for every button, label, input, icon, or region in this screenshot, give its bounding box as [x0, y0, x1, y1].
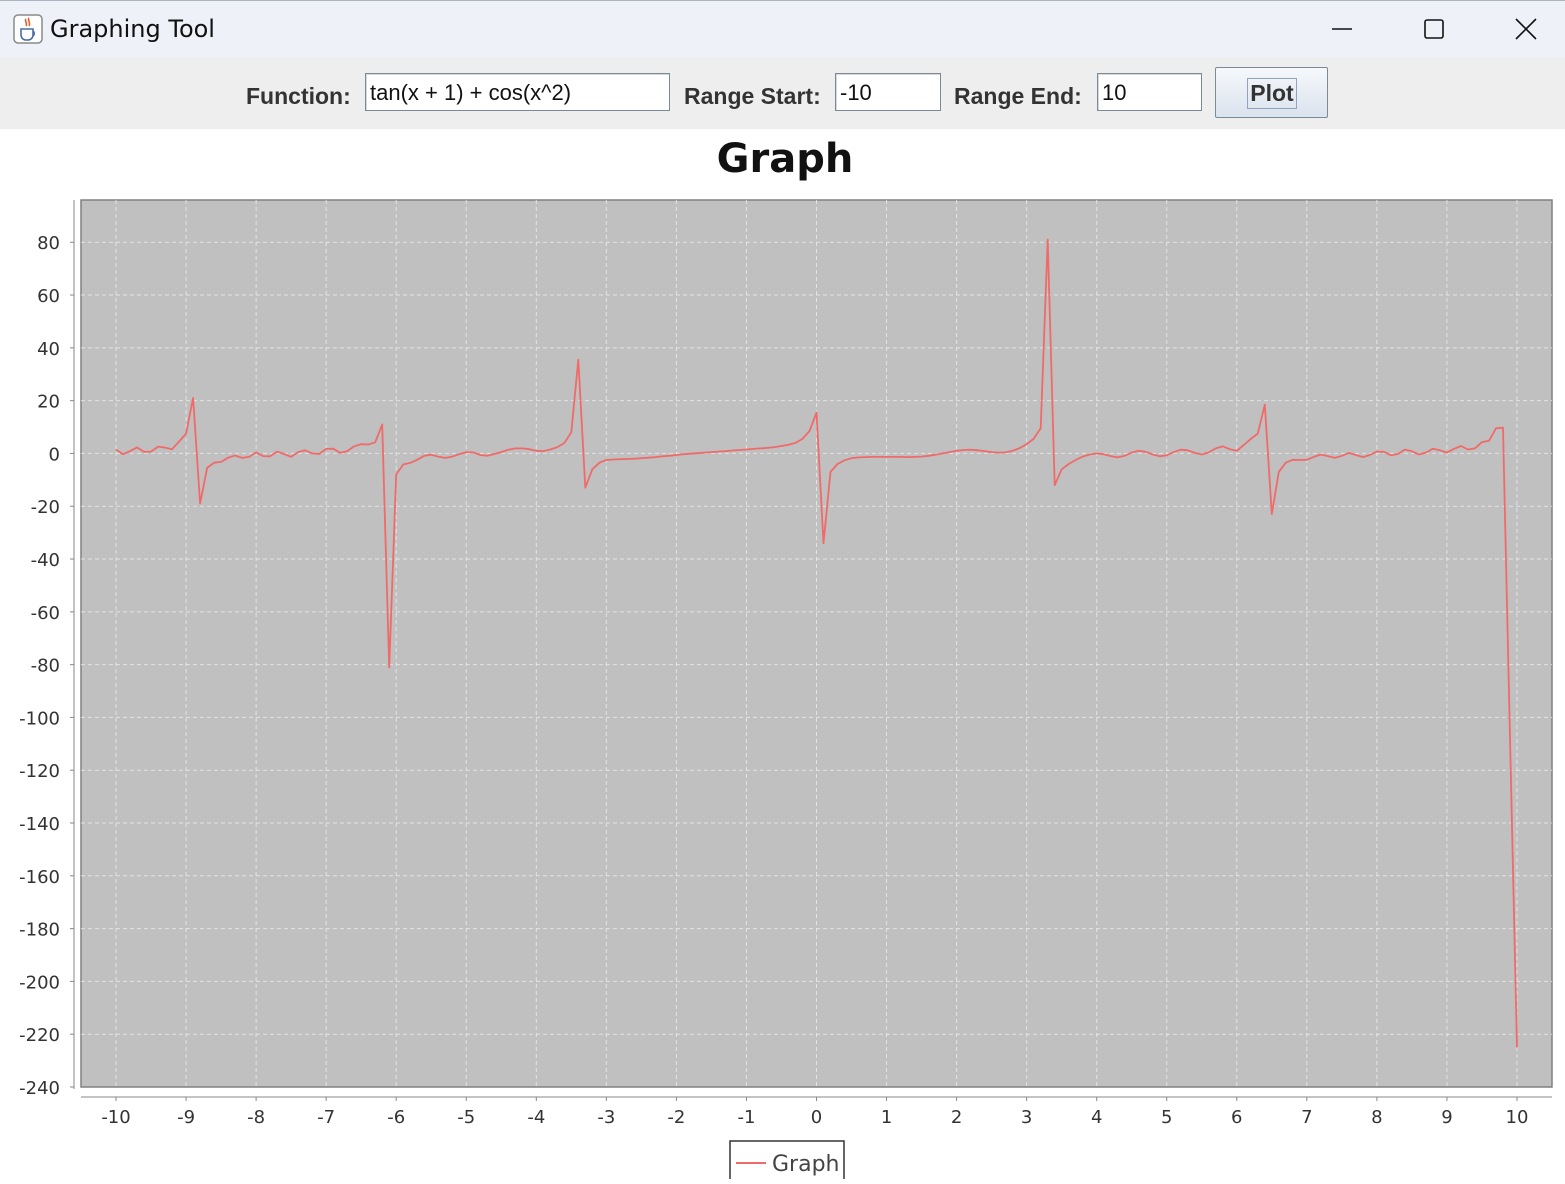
y-tick-label: 20 — [37, 392, 60, 413]
x-tick-label: 10 — [1506, 1107, 1529, 1128]
window-title: Graphing Tool — [50, 15, 215, 43]
x-tick-label: 6 — [1231, 1107, 1242, 1128]
chart-title: Graph — [717, 136, 854, 182]
y-tick-label: -140 — [19, 814, 60, 835]
x-tick-label: -7 — [317, 1107, 335, 1128]
x-tick-label: -5 — [457, 1107, 475, 1128]
y-tick-label: -20 — [31, 497, 60, 518]
x-tick-label: 8 — [1371, 1107, 1382, 1128]
x-tick-label: -1 — [737, 1107, 755, 1128]
minimize-button[interactable] — [1296, 1, 1388, 58]
x-tick-label: -6 — [387, 1107, 405, 1128]
x-tick-label: -2 — [667, 1107, 685, 1128]
y-tick-label: 80 — [37, 233, 60, 254]
window-title-bar: Graphing Tool — [0, 0, 1565, 57]
y-tick-label: -200 — [19, 972, 60, 993]
x-tick-label: 3 — [1021, 1107, 1032, 1128]
x-tick-label: -4 — [527, 1107, 545, 1128]
maximize-button[interactable] — [1388, 1, 1480, 58]
x-tick-label: -9 — [177, 1107, 195, 1128]
maximize-icon — [1424, 19, 1444, 39]
y-tick-label: -100 — [19, 708, 60, 729]
y-tick-label: 40 — [37, 339, 60, 360]
range-start-input[interactable]: -10 — [835, 73, 941, 111]
range-end-label: Range End: — [954, 83, 1082, 109]
x-tick-label: 9 — [1441, 1107, 1452, 1128]
java-cup-icon — [13, 14, 43, 44]
range-start-label: Range Start: — [684, 83, 821, 109]
x-tick-label: -10 — [101, 1107, 130, 1128]
input-toolbar: Function: tan(x + 1) + cos(x^2) Range St… — [0, 57, 1565, 129]
y-tick-label: -160 — [19, 867, 60, 888]
x-tick-label: 1 — [881, 1107, 892, 1128]
y-tick-label: -180 — [19, 920, 60, 941]
chart-panel: Graph 80 60 40 20 0 -20 -40 -60 -80 -100 -120 -140 -1… — [0, 129, 1565, 1184]
line-chart: Graph806040200-20-40-60-80-100-120-140-1… — [19, 136, 1553, 1184]
y-tick-label: -40 — [31, 550, 60, 571]
x-tick-label: 2 — [951, 1107, 962, 1128]
function-input[interactable]: tan(x + 1) + cos(x^2) — [365, 73, 670, 111]
close-button[interactable] — [1480, 1, 1565, 58]
y-tick-label: 0 — [49, 444, 60, 465]
function-label: Function: — [246, 83, 351, 109]
x-tick-label: 0 — [811, 1107, 822, 1128]
close-icon — [1515, 18, 1537, 40]
y-tick-label: 60 — [37, 286, 60, 307]
x-tick-label: 5 — [1161, 1107, 1172, 1128]
y-tick-label: -60 — [31, 603, 60, 624]
minimize-icon — [1332, 28, 1352, 30]
x-tick-label: 4 — [1091, 1107, 1102, 1128]
x-tick-label: 7 — [1301, 1107, 1312, 1128]
range-end-input[interactable]: 10 — [1097, 73, 1202, 111]
y-tick-label: -120 — [19, 761, 60, 782]
legend-label: Graph — [772, 1152, 839, 1177]
series-line — [115, 238, 1518, 1048]
x-tick-label: -8 — [247, 1107, 265, 1128]
y-tick-label: -240 — [19, 1078, 60, 1099]
plot-button-label: Plot — [1247, 78, 1297, 109]
plot-button[interactable]: Plot — [1215, 67, 1328, 118]
y-tick-label: -80 — [31, 656, 60, 677]
x-tick-label: -3 — [597, 1107, 615, 1128]
y-tick-label: -220 — [19, 1025, 60, 1046]
